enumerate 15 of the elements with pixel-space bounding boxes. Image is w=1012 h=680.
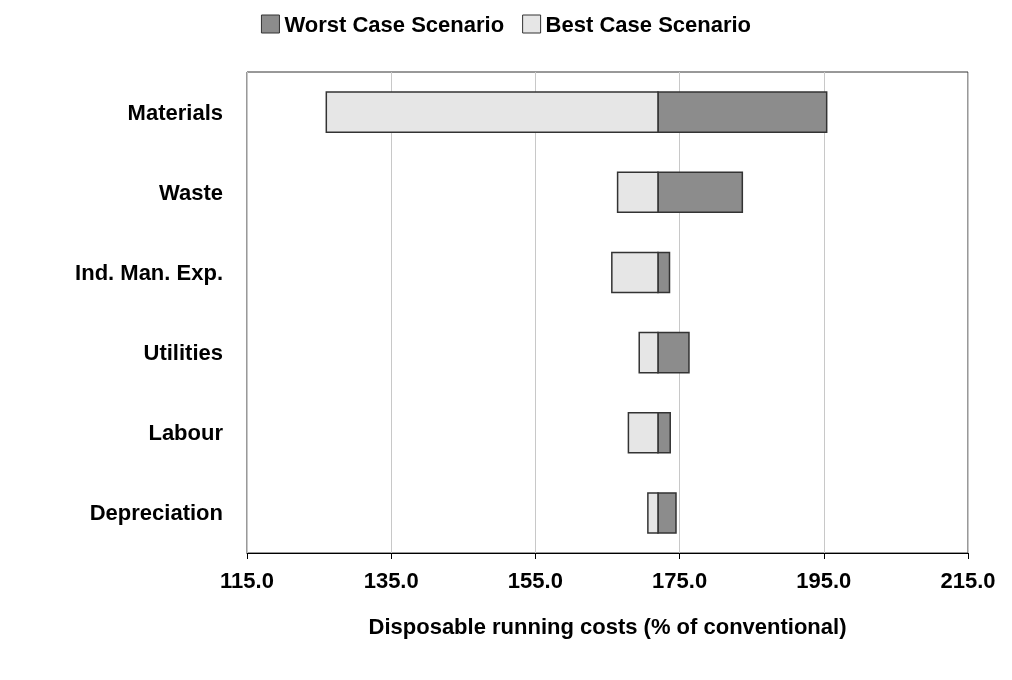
x-axis-title: Disposable running costs (% of conventional) bbox=[368, 613, 847, 639]
y-tick-label: Depreciation bbox=[89, 500, 223, 526]
legend-label: Worst Case Scenario bbox=[284, 11, 505, 37]
y-tick-label: Utilities bbox=[143, 340, 223, 366]
y-tick-label: Ind. Man. Exp. bbox=[75, 259, 223, 285]
x-tick-label: 195.0 bbox=[796, 567, 852, 593]
legend-label: Best Case Scenario bbox=[545, 11, 752, 37]
x-tick-label: 135.0 bbox=[363, 567, 419, 593]
y-tick-label: Labour bbox=[148, 420, 224, 446]
x-tick-label: 215.0 bbox=[940, 567, 996, 593]
x-tick-label: 155.0 bbox=[507, 567, 563, 593]
x-tick-label: 175.0 bbox=[652, 567, 708, 593]
x-tick-label: 115.0 bbox=[220, 567, 274, 593]
y-tick-label: Waste bbox=[159, 179, 223, 205]
y-tick-label: Materials bbox=[127, 99, 223, 125]
